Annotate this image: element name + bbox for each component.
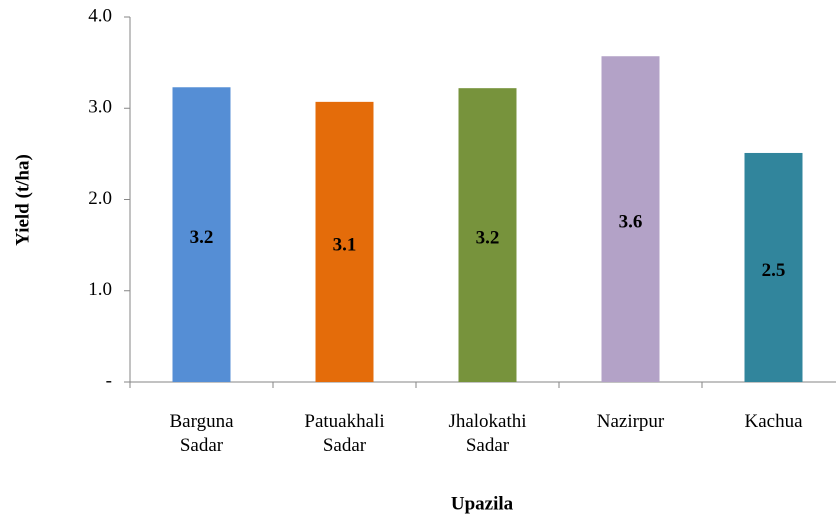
value-label: 3.2 bbox=[190, 227, 214, 248]
y-tick-label: 1.0 bbox=[88, 279, 112, 300]
y-tick-label: - bbox=[106, 370, 112, 391]
x-tick-label: Jhalokathi Sadar bbox=[448, 411, 527, 456]
bar bbox=[172, 87, 231, 382]
y-tick-label: 4.0 bbox=[88, 5, 112, 26]
bar bbox=[744, 152, 803, 382]
bar bbox=[458, 88, 517, 383]
value-label: 3.2 bbox=[476, 227, 500, 248]
x-tick-label: Patuakhali Sadar bbox=[304, 411, 385, 456]
bar bbox=[601, 56, 660, 383]
x-axis-title: Upazila bbox=[451, 493, 514, 514]
x-tick-label: Kachua bbox=[744, 411, 803, 432]
x-tick-label: Barguna Sadar bbox=[169, 411, 234, 456]
y-axis-title: Yield (t/ha) bbox=[12, 154, 33, 246]
value-label: 3.1 bbox=[333, 234, 357, 255]
y-tick-label: 3.0 bbox=[88, 97, 112, 118]
bar bbox=[315, 101, 374, 383]
x-tick-label: Nazirpur bbox=[596, 411, 665, 432]
value-label: 2.5 bbox=[762, 260, 786, 281]
value-label: 3.6 bbox=[619, 211, 643, 232]
y-tick-label: 2.0 bbox=[88, 188, 112, 209]
